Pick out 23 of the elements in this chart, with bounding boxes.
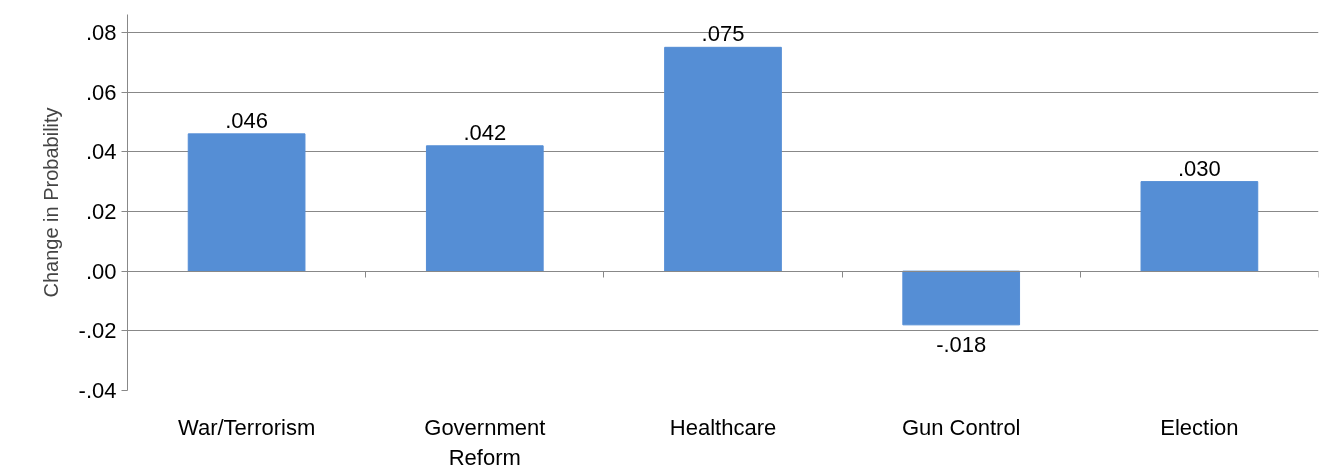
bar [1140,181,1259,272]
x-tick-label: Election [1160,414,1239,440]
x-tick-label: Healthcare [669,414,777,440]
data-label: .042 [463,119,507,145]
bar [664,46,782,272]
y-tick-label: -.04 [78,378,117,403]
y-tick-label: -.02 [78,318,117,344]
y-tick-label: .02 [85,198,117,224]
x-tick-label: Gun Control [901,414,1021,440]
x-tick-label: War/Terrorism [177,414,316,440]
data-label: .046 [225,107,269,133]
y-tick-label: .08 [85,19,117,45]
data-label: -.018 [936,331,987,357]
bar [187,133,306,272]
y-tick-label: .00 [85,258,117,284]
y-tick-label: .04 [85,139,117,165]
bar [902,270,1021,326]
data-label: .075 [701,21,745,47]
x-tick-label: Government Reform [424,414,546,470]
data-label: .030 [1177,155,1221,181]
y-tick-label: .06 [85,79,117,105]
y-axis-title: Change in Probability [39,107,62,298]
bar [425,145,544,272]
